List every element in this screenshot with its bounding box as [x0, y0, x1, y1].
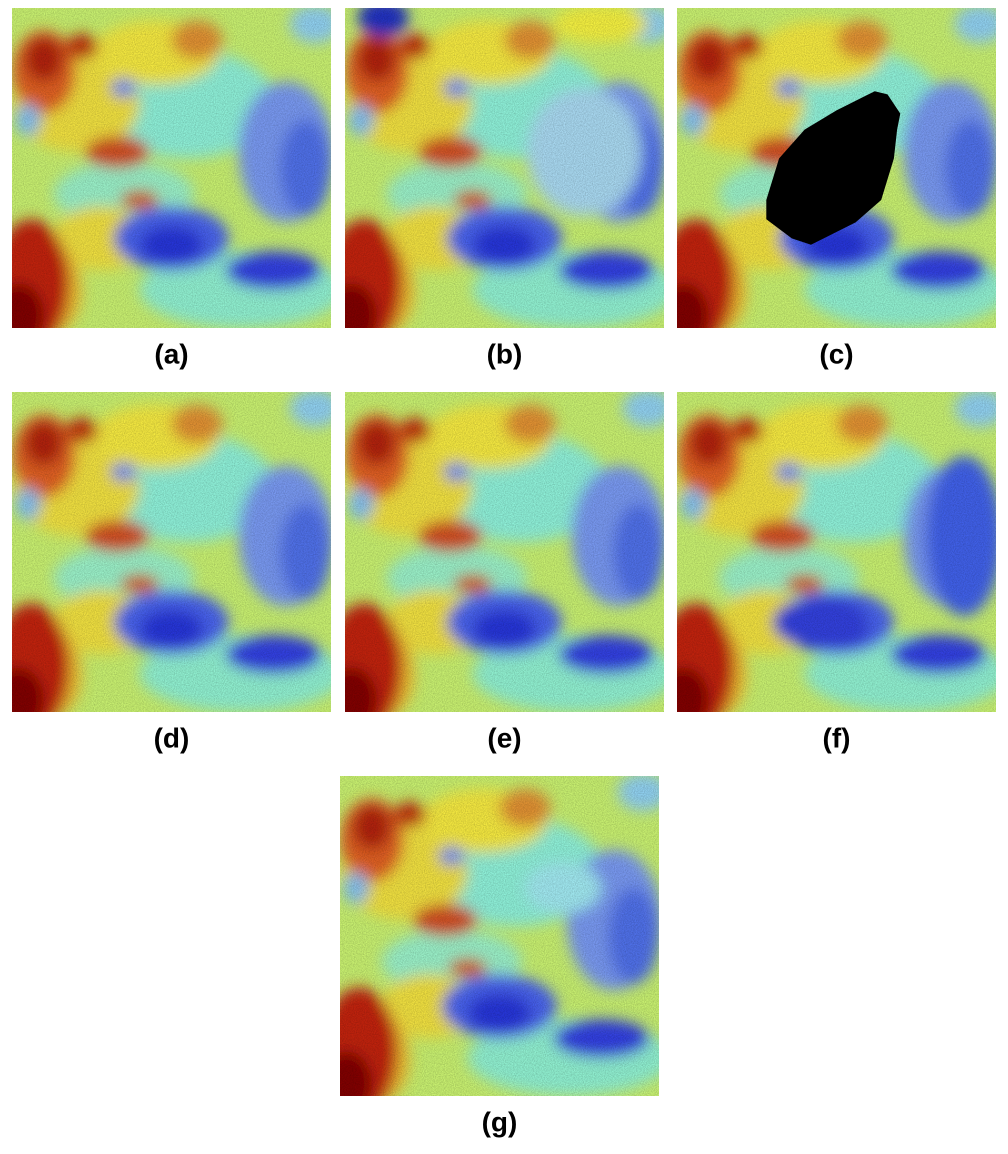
panel-label: (f): [823, 722, 851, 753]
heatmap-image: [12, 8, 331, 328]
heatmap-image: [677, 8, 996, 328]
panel: (e): [345, 392, 664, 753]
heatmap-image: [345, 8, 664, 328]
texture: [345, 8, 664, 328]
panel: (g): [340, 776, 659, 1137]
panel-label: (d): [154, 722, 190, 753]
mask-region: [766, 91, 901, 245]
panel-label: (e): [487, 722, 521, 753]
panel: (d): [12, 392, 331, 753]
panel: (f): [677, 392, 996, 753]
texture: [12, 392, 331, 712]
texture: [340, 776, 659, 1096]
panel-label: (b): [487, 338, 523, 369]
heatmap-image: [12, 392, 331, 712]
heatmap-image: [340, 776, 659, 1096]
heatmap-image: [677, 392, 996, 712]
panel-label: (a): [154, 338, 188, 369]
panel-label: (c): [819, 338, 853, 369]
panel: (c): [677, 8, 996, 369]
panel: (b): [345, 8, 664, 369]
heatmap-image: [345, 392, 664, 712]
texture: [12, 8, 331, 328]
texture: [345, 392, 664, 712]
panel-label: (g): [482, 1106, 518, 1137]
texture: [677, 392, 996, 712]
panel: (a): [12, 8, 331, 369]
